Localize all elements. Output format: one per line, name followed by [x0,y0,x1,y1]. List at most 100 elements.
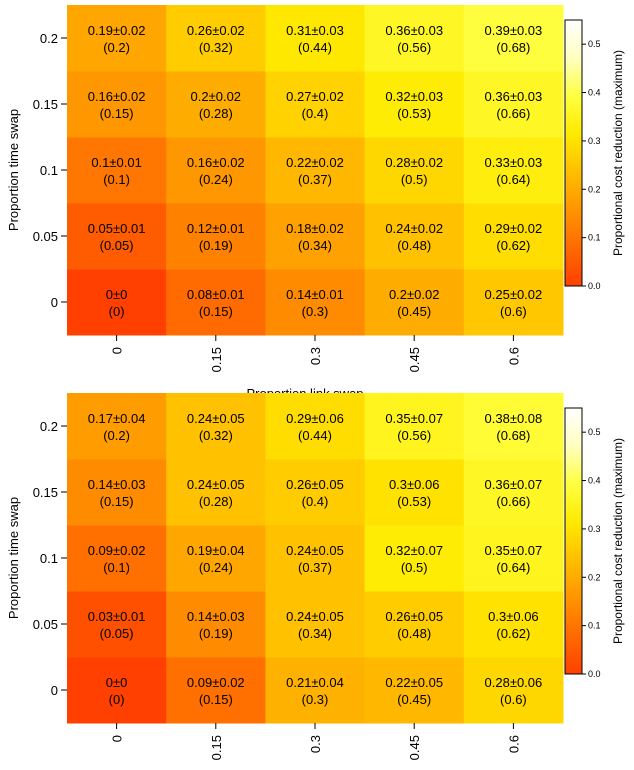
y-tick-label: 0.15 [33,485,58,500]
cell-value-label: 0.26±0.05 [385,609,443,624]
cell-max-label: (0.68) [496,40,530,55]
cell-max-label: (0.3) [302,692,329,707]
cell-max-label: (0.15) [100,494,134,509]
y-tick-label: 0.1 [40,551,58,566]
x-tick-label: 0.3 [308,735,323,753]
cell-value-label: 0.35±0.07 [385,411,443,426]
cell-max-label: (0.66) [496,106,530,121]
cell-max-label: (0.44) [298,40,332,55]
cell-max-label: (0.1) [103,560,130,575]
heatmap-cell [166,459,266,526]
heatmap-cell [463,71,564,138]
cell-value-label: 0.14±0.03 [88,477,146,492]
cell-value-label: 0.2±0.02 [389,287,440,302]
heatmap-cell [67,393,167,460]
cell-max-label: (0.15) [199,304,233,319]
cell-value-label: 0.24±0.05 [286,609,344,624]
heatmap-panel-top: 0±0 (0) 0.08±0.01 (0.15) 0.14±0.01 (0.3) 0.2±0… [6,5,625,401]
colorbar-tick-label: 0.1 [588,621,601,631]
heatmap-cell [364,71,465,138]
cell-value-label: 0.27±0.02 [286,89,344,104]
heatmap-cell [265,203,366,270]
x-tick-label: 0.15 [209,347,224,372]
heatmap-cell [67,459,167,526]
cell-value-label: 0.19±0.04 [187,543,245,558]
cell-max-label: (0.24) [199,560,233,575]
y-tick-label: 0 [51,295,58,310]
cell-value-label: 0.29±0.02 [485,221,543,236]
x-tick-label: 0.15 [209,735,224,760]
colorbar-tick-label: 0.2 [588,184,601,194]
heatmap-cell [67,137,167,204]
cell-value-label: 0.1±0.01 [91,155,142,170]
colorbar-title: Proportional cost reduction (maximum) [611,50,625,256]
cell-value-label: 0.24±0.02 [385,221,443,236]
cell-value-label: 0.05±0.01 [88,221,146,236]
cell-max-label: (0.15) [199,692,233,707]
heatmap-cell [463,525,564,592]
heatmap-cell [463,393,564,460]
cell-value-label: 0.32±0.03 [385,89,443,104]
cell-value-label: 0.12±0.01 [187,221,245,236]
heatmap-cell [265,525,366,592]
cell-value-label: 0.26±0.02 [187,23,245,38]
heatmap-cell [364,137,465,204]
heatmap-cell [166,203,266,270]
colorbar-tick-label: 0.5 [588,39,601,49]
cell-value-label: 0.18±0.02 [286,221,344,236]
heatmap-cell [463,269,564,336]
y-tick-label: 0 [51,683,58,698]
heatmap-cell [67,525,167,592]
cell-max-label: (0.28) [199,494,233,509]
cell-value-label: 0.22±0.02 [286,155,344,170]
heatmap-cell [166,525,266,592]
cell-max-label: (0.3) [302,304,329,319]
heatmap-cell [364,5,465,72]
cell-max-label: (0.66) [496,494,530,509]
colorbar-tick-label: 0.0 [588,669,601,679]
cell-max-label: (0.2) [103,428,130,443]
cell-max-label: (0.34) [298,626,332,641]
cell-max-label: (0.2) [103,40,130,55]
cell-max-label: (0.37) [298,560,332,575]
cell-max-label: (0) [109,304,125,319]
heatmap-cell [265,393,366,460]
y-axis-title: Proportion time swap [6,497,21,619]
cell-value-label: 0.31±0.03 [286,23,344,38]
heatmap-cell [463,459,564,526]
heatmap-cell [463,657,564,724]
heatmap-cell [166,393,266,460]
cell-max-label: (0.4) [302,106,329,121]
cell-value-label: 0.36±0.03 [485,89,543,104]
heatmap-cell [463,203,564,270]
y-axis-title: Proportion time swap [6,109,21,231]
cell-max-label: (0.05) [100,238,134,253]
cell-value-label: 0.3±0.06 [488,609,539,624]
heatmap-cell [67,203,167,270]
cell-max-label: (0.62) [496,626,530,641]
heatmap-cell [166,657,266,724]
x-tick-label: 0.45 [407,347,422,372]
y-tick-label: 0.15 [33,97,58,112]
colorbar-tick-label: 0.1 [588,233,601,243]
heatmap-cell [265,657,366,724]
cell-max-label: (0.5) [401,172,428,187]
cell-max-label: (0.4) [302,494,329,509]
x-tick-label: 0.6 [506,347,521,365]
y-tick-label: 0.05 [33,617,58,632]
cell-value-label: 0.16±0.02 [187,155,245,170]
cell-value-label: 0.25±0.02 [485,287,543,302]
heatmap-cell [364,203,465,270]
cell-value-label: 0.16±0.02 [88,89,146,104]
heatmap-cell [166,71,266,138]
cell-value-label: 0.09±0.02 [187,675,245,690]
cell-value-label: 0.21±0.04 [286,675,344,690]
heatmap-cell [67,269,167,336]
colorbar-tick-label: 0.3 [588,524,601,534]
cell-value-label: 0.2±0.02 [191,89,242,104]
heatmap-cell [67,591,167,658]
cell-max-label: (0.19) [199,238,233,253]
heatmap-cell [463,137,564,204]
cell-max-label: (0.32) [199,40,233,55]
